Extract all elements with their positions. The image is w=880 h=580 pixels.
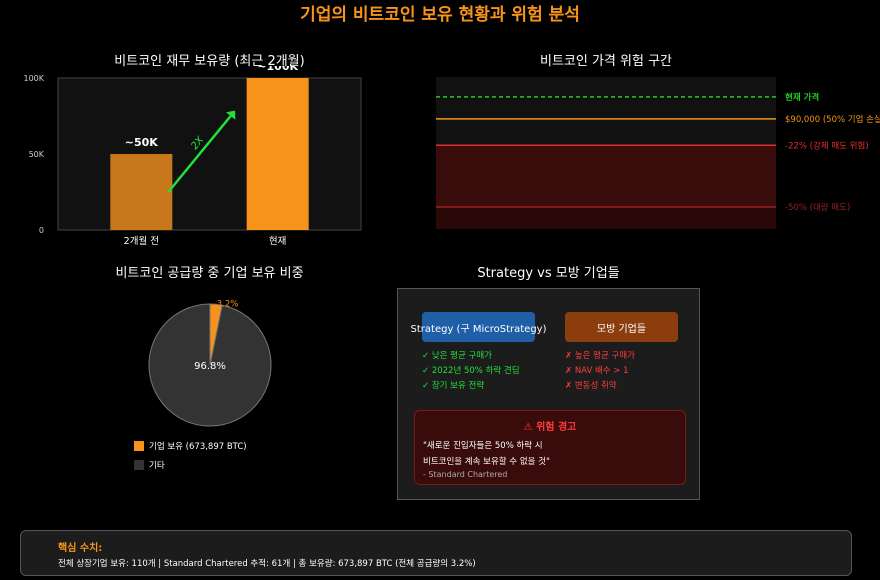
risk-level-label: -22% (강제 매도 위험) [785,140,869,151]
strategy-point: ✓ 낮은 평균 구매가 [422,351,492,361]
bar-chart-title: 비트코인 재무 보유량 (최근 2개월) [114,54,305,69]
growth-arrow [167,115,232,193]
bar [110,154,173,230]
comparison-panel: Strategy (구 MicroStrategy) 모방 기업들 ✓ 낮은 평… [397,288,700,500]
pie-chart: 3.2% 96.8% [148,299,272,427]
y-tick-label: 100K [23,74,44,83]
legend-label: 기타 [149,461,165,471]
legend-swatch [134,460,144,470]
x-tick-label: 현재 [269,236,286,247]
bar-data-label: ~50K [125,136,159,149]
risk-zone-mass [436,206,776,229]
copycat-point: ✗ 높은 평균 구매가 [565,351,635,361]
risk-level-label: -50% (대량 매도) [785,202,850,213]
footer-text: 전체 상장기업 보유: 110개 | Standard Chartered 추적… [58,559,476,569]
legend-item-other: 기타 [134,459,247,471]
copycat-point: ✗ NAV 배수 > 1 [565,366,629,376]
warning-source: - Standard Chartered [423,470,508,479]
strategy-label: Strategy (구 MicroStrategy) [411,312,546,342]
risk-chart-title: 비트코인 가격 위험 구간 [540,54,672,69]
pie-legend: 기업 보유 (673,897 BTC) 기타 [134,440,247,471]
copycat-point: ✗ 변동성 취약 [565,381,617,391]
strategy-point: ✓ 장기 보유 전략 [422,381,485,391]
pie-chart-title: 비트코인 공급량 중 기업 보유 비중 [115,266,304,281]
legend-label: 기업 보유 (673,897 BTC) [149,442,247,452]
warning-box: ⚠ 위험 경고 "새로운 진입자들은 50% 하락 시 비트코인을 계속 보유할… [414,410,686,485]
x-tick-label: 2개월 전 [124,235,159,247]
y-tick-label: 50K [29,150,45,159]
warning-quote-line1: "새로운 진입자들은 50% 하락 시 [423,441,543,451]
risk-level-label: 현재 가격 [785,92,819,103]
warning-title: ⚠ 위험 경고 [523,422,577,433]
risk-chart: 현재 가격 $90,000 (50% 기업 손실) -22% (강제 매도 위험) -… [436,77,880,229]
comparison-title: Strategy vs 모방 기업들 [477,266,620,281]
y-tick-label: 0 [39,226,44,235]
risk-level-label: $90,000 (50% 기업 손실) [785,114,880,125]
risk-zone-forced [436,145,776,207]
pie-slice-label: 3.2% [217,299,239,309]
legend-item-corporate: 기업 보유 (673,897 BTC) [134,440,247,452]
legend-swatch [134,441,144,451]
bar [246,78,309,230]
bar-plot-area [57,77,362,231]
pie-slice-label: 96.8% [194,361,226,372]
key-figures-footer: 핵심 수치: 전체 상장기업 보유: 110개 | Standard Chart… [20,530,852,576]
footer-heading: 핵심 수치: [58,543,103,554]
pie-slice [148,303,272,427]
bar-data-label: ~100K [257,66,298,73]
copycats-label: 모방 기업들 [565,312,678,342]
growth-arrow-head [226,110,236,120]
page-title: 기업의 비트코인 보유 현황과 위험 분석 [300,5,580,25]
warning-quote-line2: 비트코인을 계속 보유할 수 없을 것" [423,457,550,467]
strategy-point: ✓ 2022년 50% 하락 견딤 [422,366,520,376]
